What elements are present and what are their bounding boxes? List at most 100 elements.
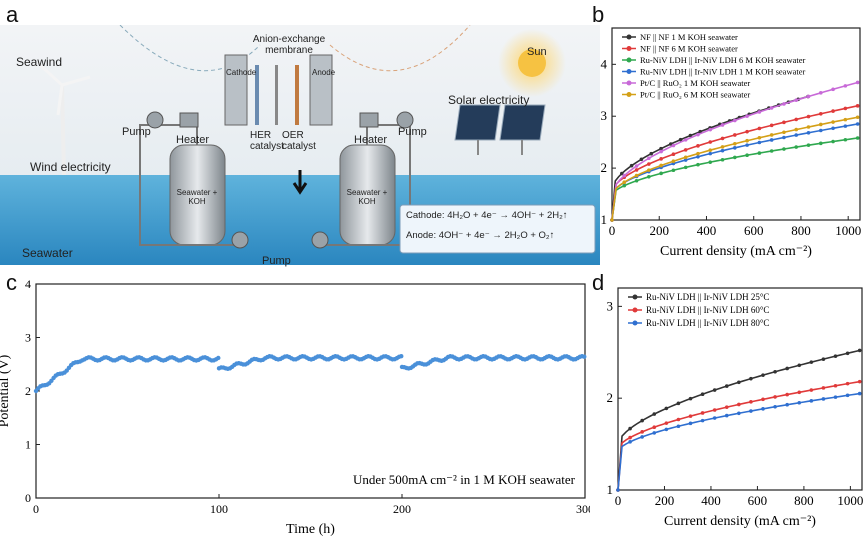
x-tick-label: 600 <box>748 493 768 508</box>
data-point <box>745 153 749 158</box>
y-tick-label: 1 <box>25 438 31 452</box>
x-tick-label: 800 <box>791 223 811 238</box>
data-point <box>708 140 713 144</box>
data-point <box>761 407 765 411</box>
pump-icon <box>311 231 329 249</box>
data-point <box>769 123 774 128</box>
legend-marker <box>626 57 632 63</box>
data-point <box>733 118 737 123</box>
plot-frame <box>35 283 586 499</box>
data-point <box>737 380 741 385</box>
legend-marker <box>626 69 632 74</box>
panel-label-b: b <box>592 2 605 27</box>
data-point <box>769 149 774 153</box>
data-point <box>634 168 639 172</box>
panel-label-a: a <box>6 2 19 27</box>
data-point <box>683 138 688 142</box>
wind-turbine-icon <box>38 63 91 176</box>
legend-label: Pt/C || RuO₂ 1 M KOH seawater <box>640 78 750 88</box>
y-tick-label: 2 <box>601 160 608 175</box>
data-point <box>622 183 627 188</box>
x-axis-label: Time (h) <box>286 522 335 537</box>
data-point <box>757 126 762 131</box>
data-point <box>659 149 663 154</box>
x-tick-label: 400 <box>701 493 721 508</box>
data-point <box>659 163 663 168</box>
data-point <box>745 129 749 134</box>
x-tick-label: 300 <box>576 502 590 516</box>
data-point <box>818 91 823 95</box>
data-point <box>628 440 632 444</box>
legend-label: Ru-NiV LDH || Ir-NiV LDH 1 M KOH seawate… <box>640 67 806 77</box>
data-point <box>671 159 676 164</box>
data-point <box>843 117 848 122</box>
data-point <box>749 376 753 381</box>
data-point <box>749 409 753 413</box>
x-tick-label: 200 <box>649 223 669 238</box>
data-point <box>737 402 741 407</box>
label-anode: Anode <box>312 68 336 77</box>
data-point <box>769 138 774 142</box>
data-point <box>794 117 799 122</box>
label-wind-electricity: Wind electricity <box>30 160 111 174</box>
data-point <box>696 162 700 167</box>
data-point <box>733 146 737 150</box>
data-point <box>708 148 713 152</box>
series-line <box>617 392 860 491</box>
data-point <box>640 418 644 423</box>
legend-label: NF || NF 6 M KOH seawater <box>640 44 738 54</box>
data-point <box>806 125 811 129</box>
data-point <box>737 411 741 416</box>
data-point <box>708 127 713 132</box>
data-point <box>616 488 620 492</box>
data-point <box>773 395 777 399</box>
data-point <box>845 393 850 398</box>
schematic-illustration <box>0 25 600 265</box>
x-tick-label: 400 <box>697 223 717 238</box>
data-point <box>818 111 823 116</box>
data-point <box>708 160 713 164</box>
label-pump-right: Pump <box>398 126 427 138</box>
data-point <box>757 110 762 114</box>
data-point <box>797 363 802 368</box>
data-point <box>843 106 848 111</box>
data-point <box>647 175 651 179</box>
data-point <box>696 151 700 156</box>
label-anion-membrane: Anion-exchange membrane <box>252 34 326 56</box>
data-point <box>216 355 221 361</box>
data-point <box>720 145 725 149</box>
legend-marker <box>632 320 638 326</box>
label-her-catalyst: HER catalyst <box>250 130 284 152</box>
series-line <box>617 349 860 491</box>
data-point <box>688 421 693 426</box>
data-point <box>708 151 713 156</box>
label-sun: Sun <box>527 46 547 58</box>
x-tick-label: 0 <box>33 502 39 516</box>
data-point <box>749 400 753 404</box>
label-solar-electricity: Solar electricity <box>448 93 530 107</box>
label-pump-bottom: Pump <box>262 255 291 267</box>
y-axis-label: Potential (V) <box>0 354 12 427</box>
data-point <box>831 126 835 131</box>
data-point <box>745 143 749 147</box>
data-point <box>773 369 777 374</box>
y-tick-label: 4 <box>25 277 31 291</box>
solar-panel-icon <box>454 104 546 155</box>
data-point <box>761 397 765 402</box>
series-line <box>611 81 858 221</box>
data-point <box>683 155 688 160</box>
data-point <box>676 424 681 429</box>
down-arrow-icon <box>292 170 308 195</box>
chart-b: 0 200 400 600 800 1000 1 2 3 4 Current density (mA… <box>601 27 861 259</box>
data-point <box>831 109 835 113</box>
data-point <box>620 171 624 176</box>
data-point <box>582 354 587 359</box>
data-point <box>696 144 700 148</box>
data-point <box>647 156 651 161</box>
data-point <box>843 137 848 142</box>
legend-marker <box>632 294 638 300</box>
data-point <box>634 173 639 178</box>
legend-label: Pt/C || RuO₂ 6 M KOH seawater <box>640 90 750 100</box>
data-point <box>678 137 683 142</box>
data-point <box>833 354 838 358</box>
